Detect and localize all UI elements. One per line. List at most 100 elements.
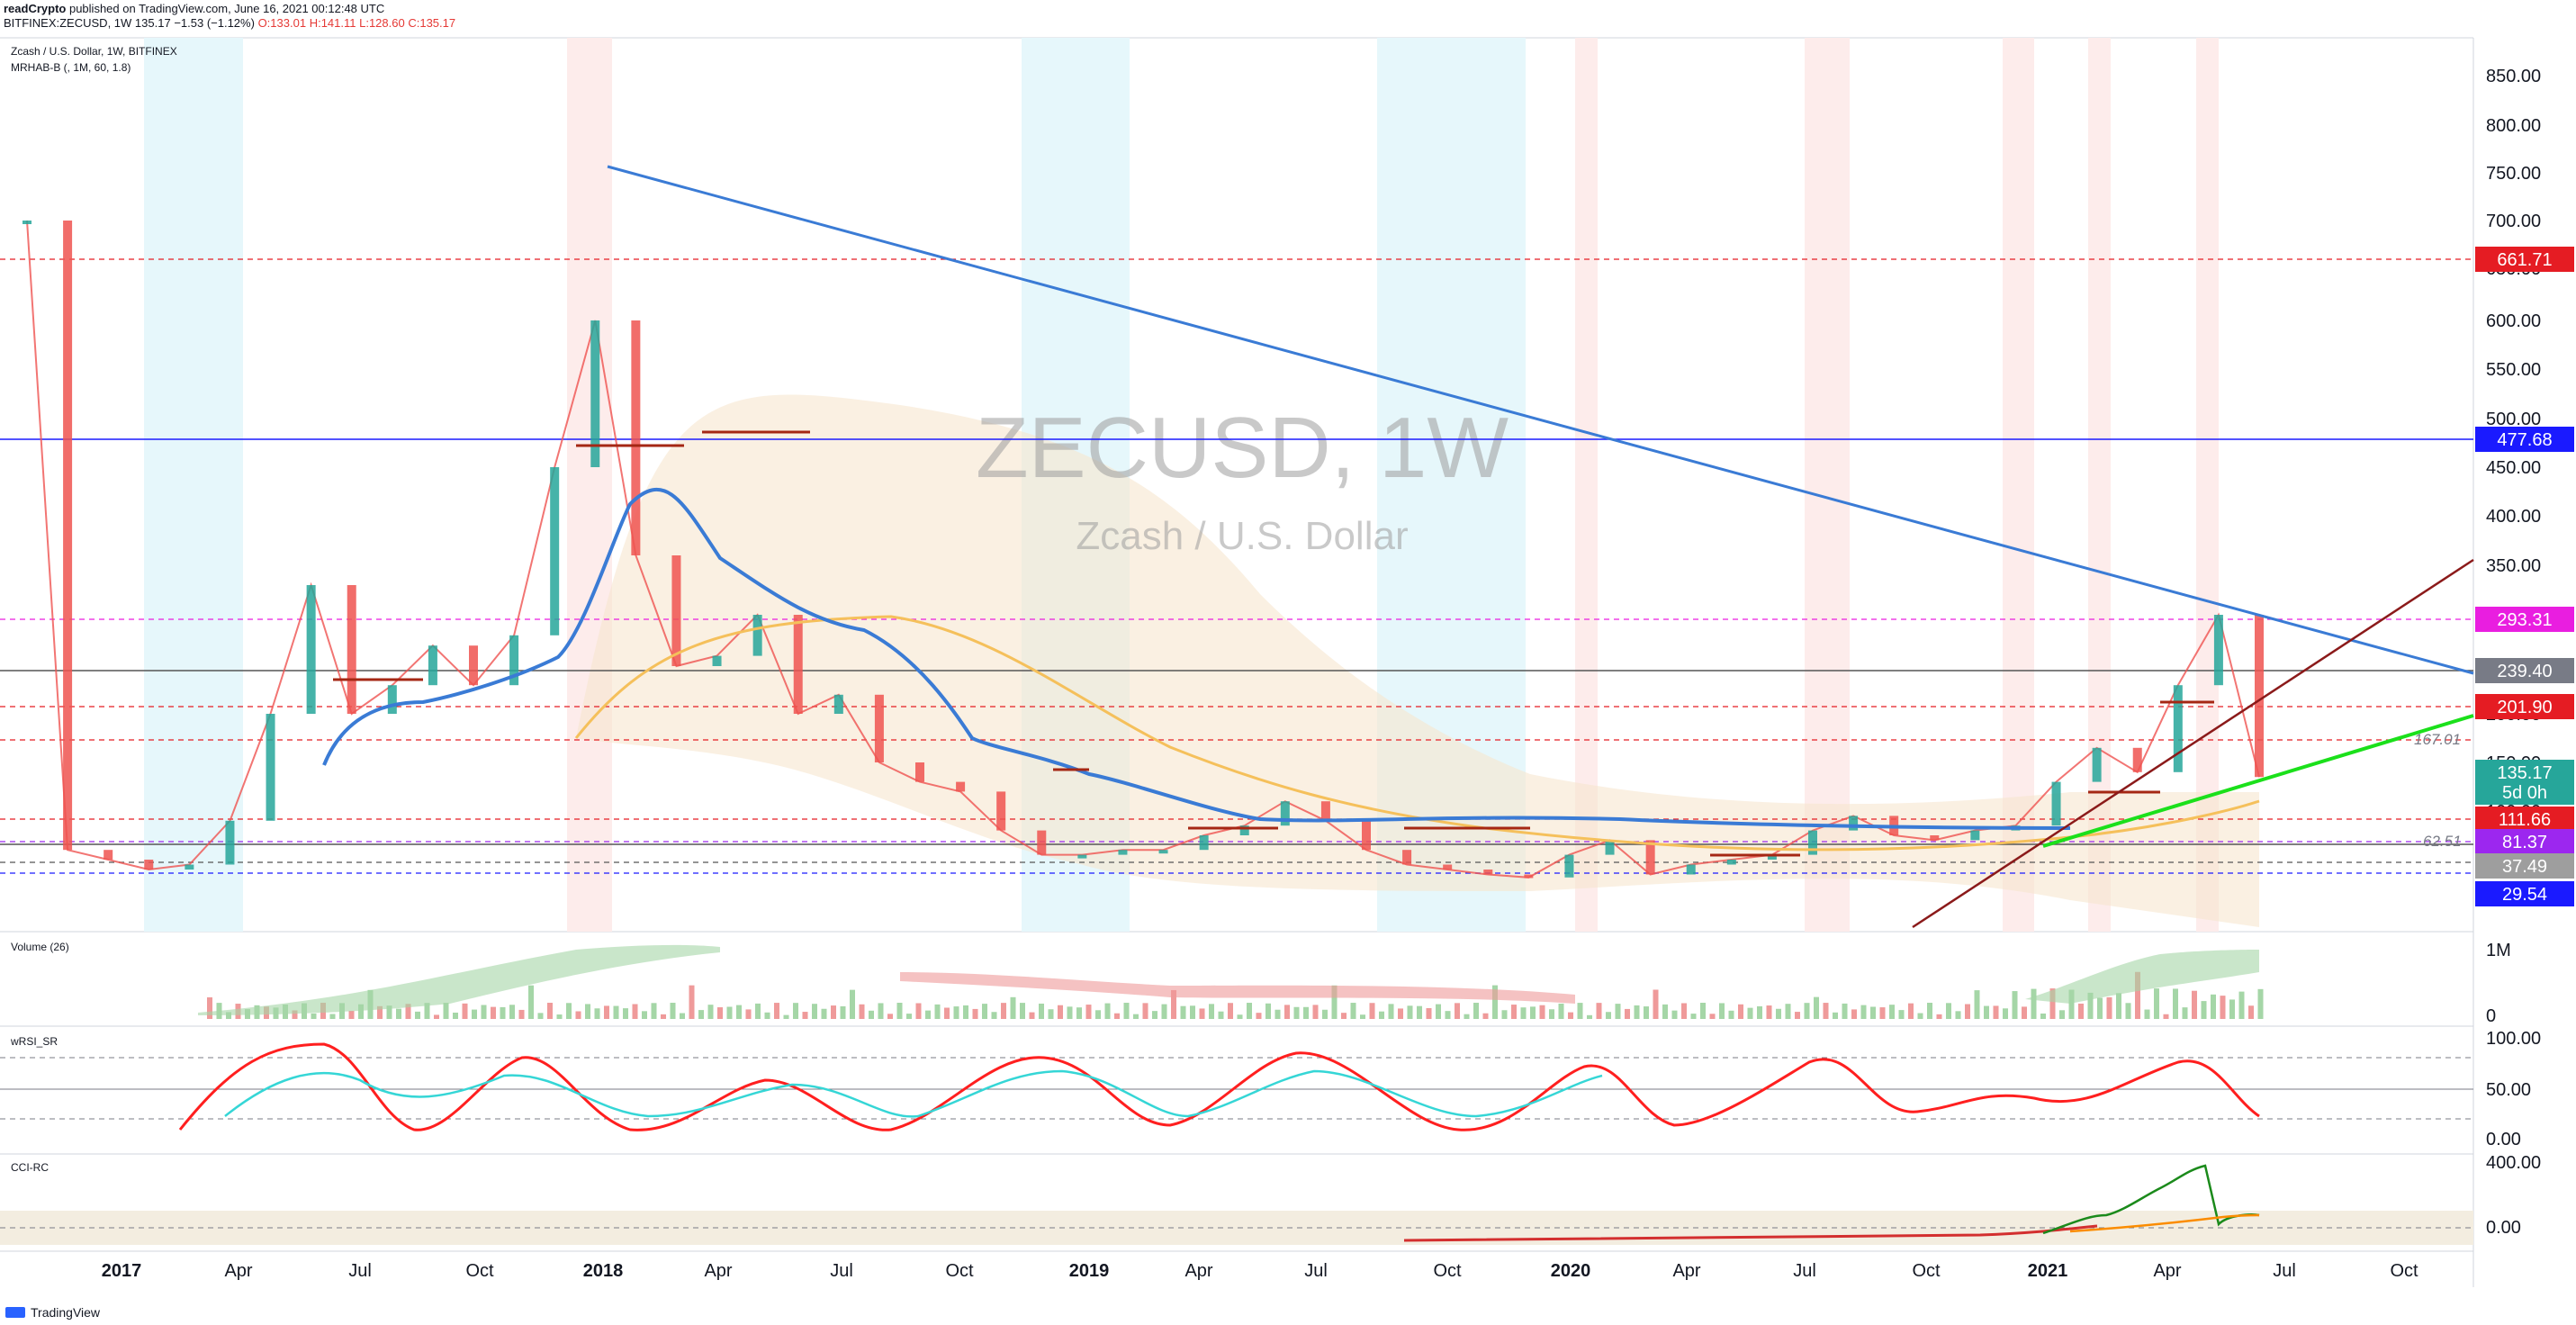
ohlc-low: L:128.60 <box>359 16 405 30</box>
volume-bar <box>1218 1011 1224 1019</box>
price-candle <box>2092 747 2102 782</box>
volume-bar <box>537 1013 544 1019</box>
tradingview-logo-icon <box>5 1307 25 1318</box>
price-candle <box>1118 850 1128 855</box>
price-candle <box>1726 860 1736 865</box>
volume-bar <box>1171 989 1176 1019</box>
volume-bar <box>2022 1006 2027 1019</box>
price-candle <box>306 585 316 714</box>
volume-bar <box>1955 1011 1961 1019</box>
volume-bar <box>405 1004 411 1019</box>
volume-bar <box>2182 1007 2188 1019</box>
cci-tick-400: 400.00 <box>2486 1153 2541 1173</box>
wrsi-tick-0: 0.00 <box>2486 1130 2521 1149</box>
price-candle <box>2051 781 2061 826</box>
volume-bar <box>2229 999 2235 1019</box>
volume-bar <box>1917 1013 1923 1019</box>
volume-ma-green-right <box>2025 950 2259 1004</box>
volume-ma-area <box>198 944 720 1015</box>
price-candle <box>104 850 113 860</box>
price-label-value: 239.40 <box>2497 662 2552 681</box>
volume-bar <box>1076 1007 1082 1019</box>
symbol-info: BITFINEX:ZECUSD, 1W 135.17 −1.53 (−1.12%… <box>4 16 455 31</box>
volume-bar <box>1653 989 1659 1019</box>
volume-bar <box>661 1014 666 1019</box>
volume-bar <box>1039 1003 1044 1019</box>
time-tick-label: Oct <box>465 1261 494 1281</box>
volume-bar <box>585 1004 590 1019</box>
volume-bar <box>1709 1014 1716 1019</box>
volume-bar <box>1539 1005 1545 1019</box>
price-label-box <box>2475 427 2574 452</box>
volume-bar <box>453 1012 458 1019</box>
time-tick-label: Apr <box>704 1261 732 1281</box>
volume-bar <box>1322 1009 1328 1019</box>
price-candle <box>347 585 356 714</box>
price-axis: 850.00800.00750.00700.00650.00600.00550.… <box>2486 67 2541 870</box>
volume-bar <box>1190 1005 1195 1019</box>
price-candle <box>266 714 275 821</box>
price-candle <box>1849 816 1859 831</box>
volume-bar <box>1634 1005 1640 1019</box>
volume-bar <box>1048 1009 1054 1019</box>
volume-bar <box>1085 1005 1092 1019</box>
volume-bar <box>1445 1011 1451 1019</box>
price-candle <box>752 615 762 656</box>
volume-bar <box>1095 1010 1101 1019</box>
volume-bar <box>2106 996 2112 1019</box>
volume-bar <box>1898 1010 1905 1019</box>
orange-moving-average <box>574 615 2260 852</box>
volume-bar <box>1728 1010 1734 1019</box>
price-candle <box>1199 835 1209 851</box>
symbol-label: BITFINEX:ZECUSD, 1W <box>4 16 132 30</box>
price-candle <box>956 781 966 792</box>
footer-brand: TradingView <box>5 1305 100 1320</box>
price-candle <box>1077 854 1087 859</box>
price-label-box <box>2475 829 2574 854</box>
time-tick-label: Jul <box>348 1261 372 1281</box>
cci-pane-label: CCI-RC <box>11 1161 49 1174</box>
volume-bar <box>1766 1005 1772 1019</box>
volume-bar <box>1020 1003 1025 1019</box>
volume-bar <box>1889 1005 1895 1019</box>
volume-bar <box>415 1011 420 1019</box>
volume-bar <box>2201 1001 2207 1019</box>
price-candle <box>1443 864 1453 870</box>
volume-bar <box>1511 1005 1517 1019</box>
volume-pane-label: Volume (26) <box>11 941 69 953</box>
time-tick-label: 2019 <box>1069 1261 1110 1281</box>
volume-bar <box>736 1005 742 1019</box>
volume-bar <box>2116 993 2121 1019</box>
volume-bar <box>915 1003 922 1019</box>
volume-bar <box>472 1009 477 1019</box>
price-candle <box>1402 850 1412 865</box>
volume-bar <box>1785 1004 1791 1019</box>
price-candle <box>63 221 73 851</box>
price-label-box <box>2475 607 2574 632</box>
volume-bar <box>1312 1005 1319 1019</box>
volume-bar <box>2220 996 2226 1019</box>
wrsi-oscillator <box>178 1042 2260 1131</box>
publish-date: published on TradingView.com, June 16, 2… <box>66 2 385 15</box>
volume-bar <box>2040 1013 2046 1019</box>
price-candle <box>1605 840 1615 855</box>
price-candle <box>631 320 641 555</box>
volume-bar <box>821 1008 827 1019</box>
volume-bar <box>2087 992 2094 1019</box>
volume-bar <box>1577 1003 1583 1019</box>
volume-bar <box>1010 996 1016 1019</box>
volume-bar <box>1700 1003 1706 1019</box>
volume-bar <box>1369 1003 1375 1019</box>
volume-bar <box>1407 1005 1413 1019</box>
volume-bar <box>1625 1008 1630 1019</box>
volume-bar <box>1379 1011 1384 1019</box>
volume-bar <box>623 1008 628 1019</box>
price-candle <box>1564 854 1574 878</box>
volume-bar <box>1473 1003 1479 1019</box>
volume-bar <box>812 1004 817 1019</box>
volume-bar <box>311 1013 317 1019</box>
time-tick-label: Jul <box>1304 1261 1328 1281</box>
price-candle <box>1930 835 1940 841</box>
